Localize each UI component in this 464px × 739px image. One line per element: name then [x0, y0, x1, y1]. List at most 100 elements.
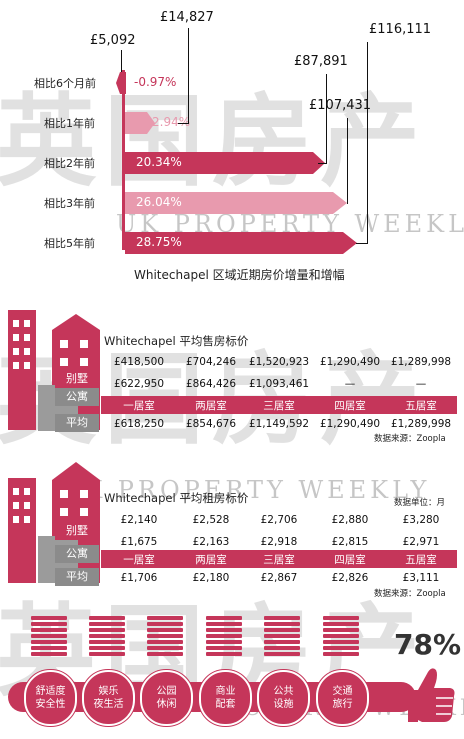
column-header-band: [101, 396, 457, 414]
bar-3-years: [125, 192, 347, 214]
chart-title: Whitechapel 区域近期房价增量和增幅: [134, 268, 345, 282]
column-header: 五居室: [405, 554, 437, 566]
row-label-flat: 公寓: [55, 388, 99, 406]
bar-5-years: [125, 232, 357, 254]
column-header: 三居室: [263, 400, 295, 412]
leader-line: [347, 118, 348, 204]
period-label: 相比6个月前: [34, 77, 96, 90]
row-label-flat: 公寓: [55, 545, 99, 563]
amenity-parks-leisure: 公园 休闲: [140, 670, 193, 726]
overall-score: 78%: [394, 628, 462, 661]
rating-stack: [89, 616, 125, 658]
leader-line: [121, 50, 122, 72]
table-cell: £3,111: [402, 572, 440, 584]
period-label: 相比5年前: [44, 237, 95, 250]
amount-label: £107,431: [309, 98, 372, 113]
pct-label: 28.75%: [136, 235, 182, 249]
table-cell: £2,815: [331, 536, 369, 548]
rating-stack: [31, 616, 67, 658]
pct-label: -0.97%: [134, 75, 177, 89]
table-cell: £618,250: [113, 418, 165, 430]
amenity-line2: 夜生活: [93, 699, 124, 710]
amount-label: £87,891: [294, 54, 348, 69]
table-cell: £622,950: [113, 378, 165, 390]
table-cell: £1,706: [120, 572, 158, 584]
data-source: 数据来源：Zoopla: [374, 589, 446, 599]
amenity-entertainment-nightlife: 娱乐 夜生活: [82, 670, 135, 726]
leader-line: [356, 243, 367, 244]
rent-table: Whitechapel 平均租房标价 数据单位：月 别墅 £2,140 £2,5…: [0, 490, 464, 605]
table-cell: £2,867: [260, 572, 298, 584]
growth-chart: 相比6个月前 相比1年前 相比2年前 相比3年前 相比5年前 -0.97% 2.…: [0, 0, 464, 300]
amenity-line2: 旅行: [332, 699, 353, 710]
table-cell: £2,971: [402, 536, 440, 548]
table-cell: £854,676: [185, 418, 237, 430]
leader-line: [178, 123, 188, 124]
table-cell: £1,093,461: [248, 378, 310, 390]
bar-6-months: [116, 72, 126, 94]
table-cell: £2,918: [260, 536, 298, 548]
amenity-line1: 公园: [156, 686, 177, 697]
amenity-commercial-facilities: 商业 配套: [199, 670, 252, 726]
table-cell: £2,140: [120, 514, 158, 526]
table-cell: £2,180: [192, 572, 230, 584]
period-label: 相比2年前: [44, 157, 95, 170]
table-cell: £1,289,998: [390, 418, 452, 430]
table-cell: £1,520,923: [248, 356, 310, 368]
amenity-line1: 商业: [215, 686, 236, 697]
period-label: 相比1年前: [44, 117, 95, 130]
table-cell: £1,290,490: [319, 356, 381, 368]
table-title: Whitechapel 平均租房标价: [104, 491, 249, 505]
column-header: 四居室: [334, 400, 366, 412]
leader-line: [367, 42, 368, 244]
amenity-line2: 安全性: [35, 699, 66, 710]
pct-label: 20.34%: [136, 155, 182, 169]
bar-1-year: [125, 112, 155, 134]
column-header: 一居室: [123, 554, 155, 566]
rating-stack: [206, 616, 242, 658]
column-header: 一居室: [123, 400, 155, 412]
pct-label: 26.04%: [136, 195, 182, 209]
amenity-line1: 交通: [332, 686, 353, 697]
row-label-avg: 平均: [55, 414, 99, 432]
column-header: 四居室: [334, 554, 366, 566]
rating-stack: [264, 616, 300, 658]
row-label-villa: 别墅: [55, 522, 99, 540]
period-label: 相比3年前: [44, 197, 95, 210]
column-header-band: [101, 550, 457, 568]
table-cell: £2,706: [260, 514, 298, 526]
rating-stack: [147, 616, 183, 658]
table-cell: £3,280: [402, 514, 440, 526]
table-cell: £704,246: [185, 356, 237, 368]
table-cell: —: [415, 378, 427, 390]
amenity-comfort-safety: 舒适度 安全性: [24, 670, 77, 726]
bar-2-years: [125, 152, 325, 174]
table-cell: £1,289,998: [390, 356, 452, 368]
table-cell: £1,675: [120, 536, 158, 548]
amenity-line2: 设施: [273, 699, 294, 710]
amenity-line1: 公共: [273, 686, 294, 697]
row-label-avg: 平均: [55, 568, 99, 586]
thumbs-up-icon: [408, 668, 455, 722]
amenity-line2: 配套: [215, 699, 236, 710]
table-cell: £2,826: [331, 572, 369, 584]
table-cell: £1,290,490: [319, 418, 381, 430]
amenity-line2: 休闲: [156, 699, 177, 710]
leader-line: [318, 163, 327, 164]
table-cell: £864,426: [185, 378, 237, 390]
amenity-line1: 舒适度: [35, 686, 66, 697]
table-cell: £2,880: [331, 514, 369, 526]
amenities-section: 舒适度 安全性 娱乐 夜生活 公园 休闲 商业 配套 公共 设施 交通 旅行 7…: [0, 610, 464, 739]
leader-line: [188, 28, 189, 124]
table-title: Whitechapel 平均售房标价: [104, 334, 249, 348]
pct-label: 2.94%: [152, 115, 191, 129]
data-source: 数据来源：Zoopla: [374, 434, 446, 444]
amount-label: £116,111: [369, 22, 432, 37]
amount-label: £5,092: [90, 33, 136, 48]
table-cell: £2,163: [192, 536, 230, 548]
row-label-villa: 别墅: [55, 370, 99, 388]
column-header: 两居室: [195, 554, 227, 566]
table-cell: —: [344, 378, 356, 390]
table-cell: £418,500: [113, 356, 165, 368]
table-cell: £1,149,592: [248, 418, 310, 430]
